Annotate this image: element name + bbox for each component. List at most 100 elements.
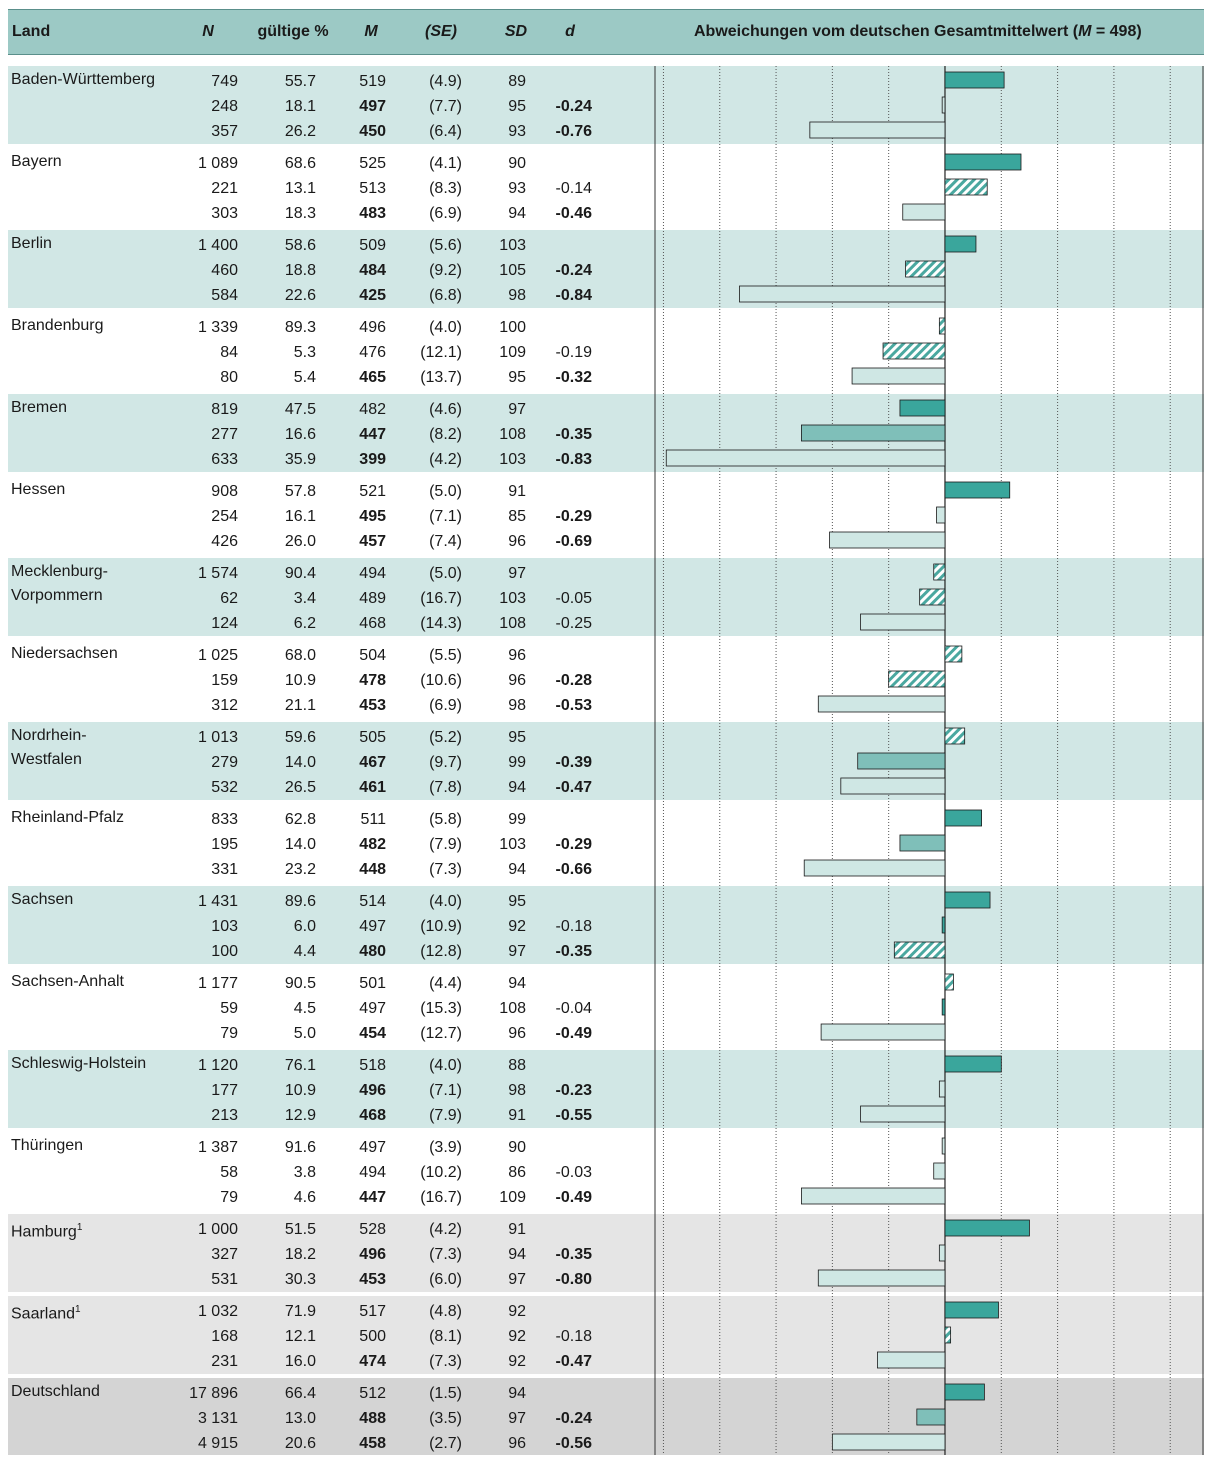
- cell-n: 1 025: [197, 647, 238, 664]
- state-group: Brandenburg 1 339 89.3 496 (4.0) 100 84 5.3 476 (…: [8, 312, 1204, 394]
- cell-pct: 4.4: [293, 943, 316, 960]
- cell-sd: 98: [508, 287, 526, 304]
- state-name: Saarland1: [11, 1298, 81, 1326]
- cell-pct: 12.1: [284, 1328, 316, 1345]
- cell-n: 103: [211, 918, 238, 935]
- cell-se: (5.6): [429, 237, 462, 254]
- cell-m: 511: [360, 811, 386, 828]
- footnote-marker: 1: [76, 1222, 83, 1233]
- cell-m: 458: [359, 1435, 386, 1452]
- cell-n: 1 431: [197, 893, 238, 910]
- cell-n: 4 915: [197, 1435, 238, 1452]
- cell-d: -0.23: [555, 1082, 592, 1099]
- cell-m: 453: [359, 1271, 386, 1288]
- cell-pct: 76.1: [284, 1057, 316, 1074]
- cell-se: (7.9): [429, 1107, 462, 1124]
- deviation-bar: [944, 1383, 985, 1401]
- cell-pct: 90.5: [284, 975, 316, 992]
- cell-sd: 103: [499, 836, 526, 853]
- cell-m: 504: [359, 647, 386, 664]
- deviation-bar: [933, 563, 946, 581]
- deviation-bar: [941, 916, 946, 934]
- cell-se: (4.8): [429, 1303, 462, 1320]
- state-name-text: Saarland: [11, 1305, 76, 1323]
- cell-pct: 5.3: [293, 344, 316, 361]
- cell-n: 908: [211, 483, 238, 500]
- cell-pct: 47.5: [284, 401, 316, 418]
- cell-sd: 103: [499, 590, 526, 607]
- cell-d: -0.80: [555, 1271, 592, 1288]
- cell-sd: 97: [508, 401, 526, 418]
- cell-m: 467: [359, 754, 386, 771]
- row-band: [8, 394, 1204, 472]
- state-name-text: Brandenburg: [11, 317, 104, 334]
- state-group: Saarland1 1 032 71.9 517 (4.8) 92 168 12.1 500 (8…: [8, 1296, 1204, 1378]
- state-group: Bremen 819 47.5 482 (4.6) 97 277 16.6 447 (8.2) 10…: [8, 394, 1204, 476]
- cell-se: (16.7): [420, 590, 462, 607]
- cell-se: (5.5): [429, 647, 462, 664]
- cell-pct: 26.0: [284, 533, 316, 550]
- deviation-bar: [860, 1105, 946, 1123]
- cell-d: -0.04: [555, 1000, 592, 1017]
- cell-m: 500: [359, 1328, 386, 1345]
- cell-m: 482: [359, 836, 386, 853]
- state-group: Niedersachsen 1 025 68.0 504 (5.5) 96 159 10.9 4…: [8, 640, 1204, 722]
- cell-sd: 89: [508, 73, 526, 90]
- deviation-bar: [840, 777, 946, 795]
- cell-d: -0.55: [555, 1107, 592, 1124]
- cell-pct: 3.4: [293, 590, 316, 607]
- cell-pct: 16.0: [284, 1353, 316, 1370]
- cell-pct: 20.6: [284, 1435, 316, 1452]
- header-n: N: [202, 23, 214, 40]
- cell-m: 448: [359, 861, 386, 878]
- cell-n: 584: [211, 287, 238, 304]
- deviation-bar: [831, 1433, 946, 1451]
- row-band: [8, 722, 1204, 800]
- state-name-text: Baden-Württemberg: [11, 71, 156, 88]
- state-name: Brandenburg: [11, 314, 104, 338]
- cell-sd: 96: [508, 647, 526, 664]
- deviation-bar: [899, 399, 946, 417]
- deviation-bar: [817, 695, 946, 713]
- state-group: Sachsen 1 431 89.6 514 (4.0) 95 103 6.0 497 (10.9…: [8, 886, 1204, 968]
- cell-pct: 10.9: [284, 1082, 316, 1099]
- cell-d: [540, 315, 592, 340]
- cell-sd: 92: [508, 1328, 526, 1345]
- cell-m: 494: [359, 565, 386, 582]
- cell-n: 79: [220, 1189, 238, 1206]
- cell-se: (15.3): [420, 1000, 462, 1017]
- deviation-bar: [944, 1326, 952, 1344]
- cell-n: 84: [220, 344, 238, 361]
- deviation-bar: [938, 317, 946, 335]
- cell-n: 279: [211, 754, 238, 771]
- cell-pct: 90.4: [284, 565, 316, 582]
- state-name-line: Vorpommern: [11, 587, 103, 604]
- deviation-bar: [893, 941, 946, 959]
- cell-sd: 98: [508, 697, 526, 714]
- cell-m: 505: [359, 729, 386, 746]
- cell-se: (7.3): [429, 861, 462, 878]
- cell-d: -0.47: [555, 1353, 592, 1370]
- cell-d: [540, 69, 592, 94]
- cell-pct: 14.0: [284, 754, 316, 771]
- cell-d: [540, 889, 592, 914]
- deviation-bar: [916, 1408, 946, 1426]
- cell-sd: 103: [499, 237, 526, 254]
- cell-sd: 88: [508, 1057, 526, 1074]
- deviation-bar: [665, 449, 946, 467]
- row-band: [8, 1378, 1204, 1455]
- header-m: M: [364, 23, 378, 40]
- cell-m: 496: [359, 319, 386, 336]
- deviation-bar: [944, 727, 966, 745]
- cell-sd: 93: [508, 180, 526, 197]
- cell-n: 124: [211, 615, 238, 632]
- cell-m: 425: [359, 287, 386, 304]
- cell-se: (6.9): [429, 205, 462, 222]
- state-name: Baden-Württemberg: [11, 68, 155, 92]
- cell-sd: 91: [508, 1107, 526, 1124]
- cell-m: 521: [359, 483, 386, 500]
- deviation-bar: [944, 71, 1005, 89]
- cell-pct: 91.6: [284, 1139, 316, 1156]
- cell-m: 525: [359, 155, 386, 172]
- cell-sd: 97: [508, 943, 526, 960]
